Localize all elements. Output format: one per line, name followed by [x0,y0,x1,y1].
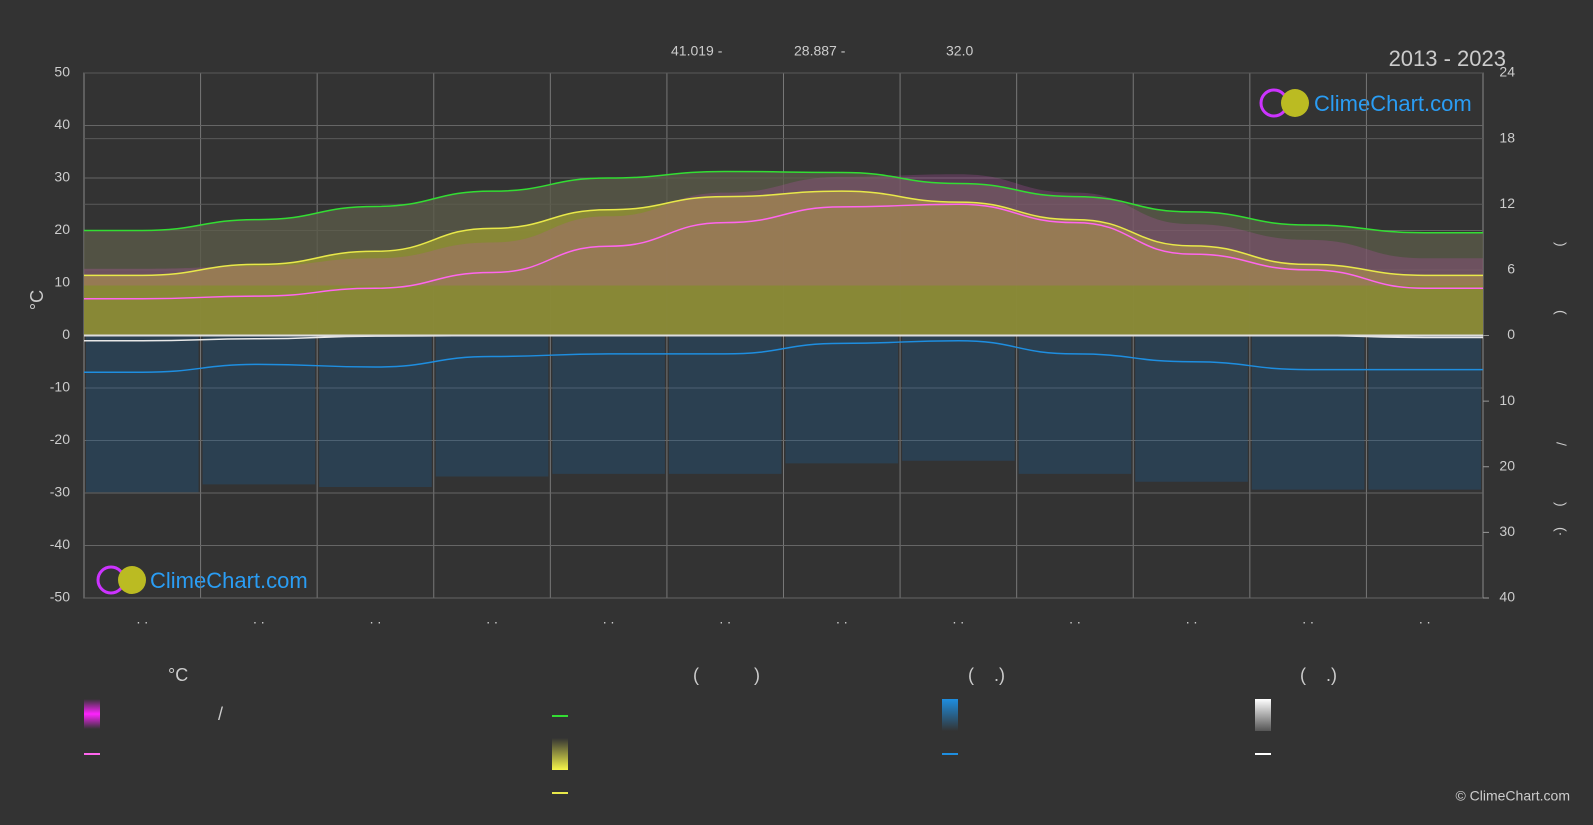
y-tick-label: -40 [50,536,70,552]
precipitation-bar [1251,335,1365,490]
x-tick-label: . . [1069,611,1081,627]
sunshine-line [84,190,1483,277]
right-axis-mark: ) [1553,242,1569,247]
y2-tick-label: 24 [1499,64,1515,80]
legend-header: °C [168,665,188,685]
precipitation-bar [319,335,432,487]
copyright: © ClimeChart.com [1455,788,1570,804]
y3-tick-label: 10 [1499,392,1515,408]
precipitation-bar [1368,335,1481,490]
x-tick-label: . . [370,611,382,627]
x-tick-label: . . [1302,611,1314,627]
period: 2013 - 2023 [1389,46,1506,71]
right-axis-mark: ( [1553,310,1569,315]
x-tick-label: . . [1419,611,1431,627]
y-tick-label: -50 [50,589,70,605]
x-tick-label: . . [719,611,731,627]
y3-tick-label: 0 [1507,326,1515,342]
y3-tick-label: 40 [1499,589,1515,605]
y-tick-label: 20 [54,221,70,237]
legend-header: ( ) [693,665,760,685]
x-tick-label: . . [136,611,148,627]
x-tick-label: . . [486,611,498,627]
daylight-line [84,170,1483,234]
stat: 41.019 - [671,43,723,59]
right-axis-mark: (· [1553,527,1569,536]
stat: 32.0 [946,43,973,59]
y-tick-label: 10 [54,274,70,290]
precipitation-bar [1018,335,1132,474]
logo-top: ClimeChart.com [1259,88,1472,118]
y-tick-label: 0 [62,326,70,342]
stat: 28.887 - [794,43,846,59]
legend-swatch [1255,699,1271,731]
temperature-line [84,203,1483,300]
legend-swatch [942,699,958,731]
legend-swatch [84,699,100,729]
sunshine-area [84,191,1483,336]
logo-bottom: ClimeChart.com [96,565,308,595]
precipitation-line [84,339,1483,373]
y-tick-label: -10 [50,379,70,395]
precipitation-bar [785,335,899,464]
y3-tick-label: 30 [1499,523,1515,539]
y-axis-title: °C [27,290,47,310]
x-tick-label: . . [836,611,848,627]
y3-tick-label: 20 [1499,457,1515,473]
temperature-area [84,174,1483,286]
legend-header: ( .) [1300,665,1337,685]
y-tick-label: 30 [54,169,70,185]
x-tick-label: . . [603,611,615,627]
precipitation-bar [86,335,199,493]
precipitation-bar [1135,335,1248,482]
y-tick-label: -20 [50,431,70,447]
y2-tick-label: 18 [1499,129,1515,145]
legend-swatch [552,738,568,770]
legend-slash: / [218,704,223,724]
right-axis-mark: / [1553,442,1569,446]
x-tick-label: . . [953,611,965,627]
precipitation-bar [902,335,1015,461]
legend-header: ( .) [968,665,1005,685]
precipitation-bar [668,335,782,474]
x-tick-label: . . [1186,611,1198,627]
logo-text: ClimeChart.com [1314,91,1472,116]
y-tick-label: 50 [54,64,70,80]
logo-text: ClimeChart.com [150,568,308,593]
y2-tick-label: 6 [1507,261,1515,277]
x-tick-label: . . [253,611,265,627]
right-axis-mark: ) [1553,502,1569,507]
y-tick-label: 40 [54,116,70,132]
precipitation-bar [552,335,665,474]
y2-tick-label: 12 [1499,195,1515,211]
precipitation-bar [202,335,316,485]
y-tick-label: -30 [50,484,70,500]
